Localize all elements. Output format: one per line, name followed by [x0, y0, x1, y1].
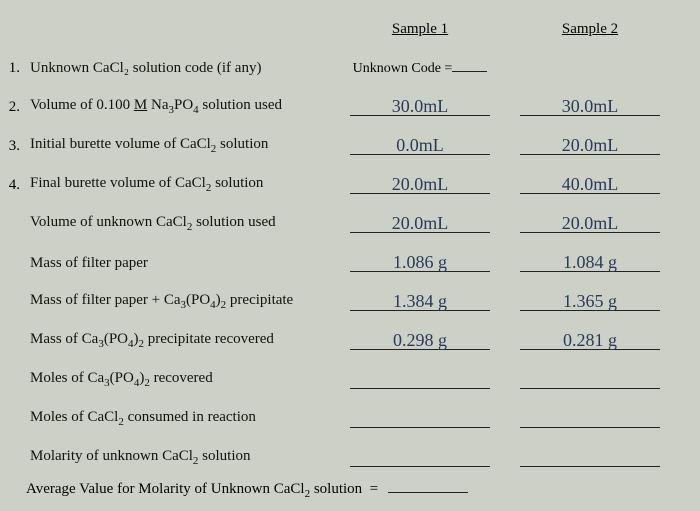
cell-s1: 1.086 g — [340, 249, 500, 272]
cell-s2: 0.281 g — [510, 327, 670, 350]
blank-line — [520, 405, 660, 428]
row-num: 2. — [0, 99, 24, 116]
blank-line: 20.0mL — [350, 210, 490, 233]
handwritten-value: 0.0mL — [350, 135, 490, 156]
table-row: 4. Final burette volume of CaCl2 solutio… — [0, 166, 680, 194]
table-row: 2. Volume of 0.100 M Na3PO4 solution use… — [0, 88, 680, 116]
header-sample1: Sample 1 — [340, 21, 500, 38]
cell-s2: 20.0mL — [510, 210, 670, 233]
row-num: 3. — [0, 138, 24, 155]
table-row: 1. Unknown CaCl₂ solution code (if any) … — [0, 49, 680, 77]
row-label: Final burette volume of CaCl2 solution — [24, 175, 340, 194]
cell-s2: 30.0mL — [510, 93, 670, 116]
blank-line: 40.0mL — [520, 171, 660, 194]
blank-line: 0.0mL — [350, 132, 490, 155]
table-row: Mass of Ca3(PO4)2 precipitate recovered … — [0, 322, 680, 350]
blank-line: 1.384 g — [350, 288, 490, 311]
row-label: Moles of Ca3(PO4)2 recovered — [24, 370, 340, 389]
cell-s1 — [340, 366, 500, 389]
cell-s2: 40.0mL — [510, 171, 670, 194]
row-label: Initial burette volume of CaCl2 solution — [24, 136, 340, 155]
row-label: Volume of 0.100 M Na3PO4 solution used — [24, 97, 340, 116]
handwritten-value: 40.0mL — [520, 174, 660, 195]
table-row: Mass of filter paper 1.086 g 1.084 g — [0, 244, 680, 272]
blank-line — [350, 444, 490, 467]
label-text: Volume of 0.100 M Na3PO4 solution used — [30, 97, 282, 113]
cell-s2: 1.365 g — [510, 288, 670, 311]
blank-line: 30.0mL — [350, 93, 490, 116]
row-label: Mass of filter paper — [24, 255, 340, 272]
handwritten-value: 1.086 g — [350, 252, 490, 273]
cell-s2 — [510, 444, 670, 467]
handwritten-value: 1.365 g — [520, 291, 660, 312]
blank-line — [520, 444, 660, 467]
blank-line: 20.0mL — [520, 132, 660, 155]
blank-line: 20.0mL — [520, 210, 660, 233]
handwritten-value: 1.384 g — [350, 291, 490, 312]
table-row: Volume of unknown CaCl2 solution used 20… — [0, 205, 680, 233]
cell-s2: 20.0mL — [510, 132, 670, 155]
average-blank — [388, 478, 468, 493]
cell-s1: 20.0mL — [340, 171, 500, 194]
handwritten-value: 0.281 g — [520, 330, 660, 351]
blank-line — [350, 366, 490, 389]
table-row: Mass of filter paper + Ca3(PO4)2 precipi… — [0, 283, 680, 311]
cell-s1: 20.0mL — [340, 210, 500, 233]
blank-line: 30.0mL — [520, 93, 660, 116]
table-row: 3. Initial burette volume of CaCl2 solut… — [0, 127, 680, 155]
blank-line: 0.281 g — [520, 327, 660, 350]
blank-line: 1.365 g — [520, 288, 660, 311]
blank-line — [520, 366, 660, 389]
row-label: Mass of filter paper + Ca3(PO4)2 precipi… — [24, 292, 340, 311]
cell-s1: 0.298 g — [340, 327, 500, 350]
cell-s1 — [340, 444, 500, 467]
cell-s2 — [510, 366, 670, 389]
cell-s1 — [340, 405, 500, 428]
blank-line: 1.084 g — [520, 249, 660, 272]
row-num: 1. — [0, 60, 24, 77]
cell-s2: 1.084 g — [510, 249, 670, 272]
cell-s1: 30.0mL — [340, 93, 500, 116]
handwritten-value: 0.298 g — [350, 330, 490, 351]
table-row: Molarity of unknown CaCl2 solution — [0, 439, 680, 467]
cell-s1: 0.0mL — [340, 132, 500, 155]
average-label: Average Value for Molarity of Unknown Ca… — [26, 481, 378, 497]
row-label: Unknown CaCl₂ solution code (if any) — [24, 60, 340, 77]
handwritten-value: 20.0mL — [350, 174, 490, 195]
unknown-code-blank — [452, 57, 487, 72]
handwritten-value: 1.084 g — [520, 252, 660, 273]
blank-line — [350, 405, 490, 428]
unknown-code-text: Unknown Code = — [353, 61, 453, 76]
blank-line: 20.0mL — [350, 171, 490, 194]
handwritten-value: 30.0mL — [350, 96, 490, 117]
handwritten-value: 20.0mL — [520, 135, 660, 156]
row-num: 4. — [0, 177, 24, 194]
unknown-code-printed: Unknown Code = — [340, 57, 500, 77]
average-row: Average Value for Molarity of Unknown Ca… — [0, 478, 680, 500]
cell-s1: 1.384 g — [340, 288, 500, 311]
handwritten-value: 30.0mL — [520, 96, 660, 117]
cell-s2 — [510, 405, 670, 428]
row-label: Molarity of unknown CaCl2 solution — [24, 448, 340, 467]
row-label: Volume of unknown CaCl2 solution used — [24, 214, 340, 233]
row-label: Moles of CaCl2 consumed in reaction — [24, 409, 340, 428]
blank-line: 1.086 g — [350, 249, 490, 272]
table-row: Moles of Ca3(PO4)2 recovered — [0, 361, 680, 389]
row-label: Mass of Ca3(PO4)2 precipitate recovered — [24, 331, 340, 350]
header-sample2: Sample 2 — [510, 21, 670, 38]
handwritten-value: 20.0mL — [520, 213, 660, 234]
table-row: Moles of CaCl2 consumed in reaction — [0, 400, 680, 428]
header-row: Sample 1 Sample 2 — [0, 10, 680, 38]
blank-line: 0.298 g — [350, 327, 490, 350]
worksheet-page: Sample 1 Sample 2 1. Unknown CaCl₂ solut… — [0, 0, 700, 511]
handwritten-value: 20.0mL — [350, 213, 490, 234]
